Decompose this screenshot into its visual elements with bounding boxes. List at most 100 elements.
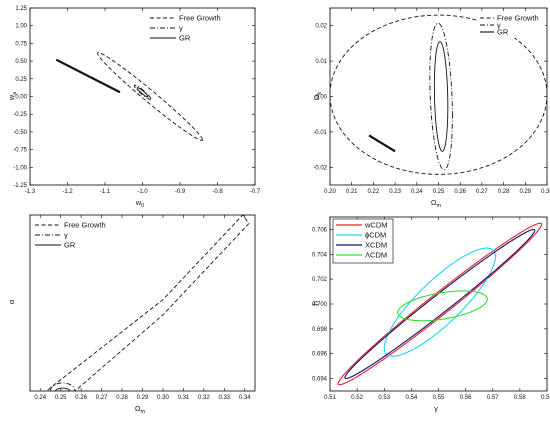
legend-box — [477, 12, 545, 38]
x-tick-label: -0.9 — [175, 189, 186, 195]
y-tick-label: 0.02 — [315, 24, 327, 30]
plot-area — [46, 215, 250, 391]
y-tick-label: 0.700 — [312, 302, 328, 308]
x-tick-label: 0.23 — [389, 189, 401, 195]
legend-label: γ — [179, 24, 183, 33]
plot-area — [330, 14, 547, 175]
degeneracy-line — [55, 58, 121, 94]
x-tick-label: -0.8 — [212, 189, 223, 195]
y-axis-label: wa — [7, 91, 18, 101]
x-tick-label: 0.22 — [368, 189, 380, 195]
x-tick-label: 0.26 — [454, 189, 466, 195]
x-tick-label: 0.31 — [178, 395, 190, 401]
y-tick-label: 0.25 — [15, 77, 27, 83]
contour-cdm-series — [397, 290, 488, 322]
y-axis-label: α — [7, 299, 16, 304]
x-tick-label: -1.1 — [100, 189, 111, 195]
x-tick-label: 0.53 — [378, 395, 390, 401]
contour-freegrowth-series — [97, 52, 203, 141]
contour-gr-series — [136, 87, 149, 98]
y-tick-label: 0.01 — [315, 59, 327, 65]
x-tick-label: 0.57 — [487, 395, 499, 401]
panel-omegam-omegak: 0.20 0.21 0.22 0.23 0.24 0.25 0.26 0.27 0.28 0.29… — [312, 7, 550, 209]
y-tick-label: 0.00 — [15, 95, 27, 101]
y-tick-label: -0.25 — [13, 112, 27, 118]
x-axis-label: γ — [434, 404, 438, 413]
y-tick-label: 0.694 — [312, 377, 328, 383]
contour--series — [133, 84, 152, 100]
x-tick-label: 0.55 — [433, 395, 445, 401]
contour--series — [50, 382, 76, 391]
legend-label: γ — [64, 231, 68, 240]
x-tick-label: 0.32 — [198, 395, 210, 401]
y-tick-label: 0.698 — [312, 327, 328, 333]
x-tick-label: 0.25 — [55, 395, 67, 401]
legend-label: ϕCDM — [365, 231, 386, 240]
x-tick-label: 0.24 — [411, 189, 423, 195]
legend-label: GR — [497, 28, 509, 37]
y-tick-label: 0.696 — [312, 352, 328, 358]
legend-label: ΛCDM — [365, 251, 387, 260]
legend-label: GR — [64, 241, 76, 250]
x-tick-label: 0.58 — [514, 395, 526, 401]
x-tick-label: 0.30 — [157, 395, 169, 401]
x-tick-label: 0.33 — [218, 395, 230, 401]
x-tick-label: 0.52 — [351, 395, 363, 401]
y-tick-label: 0.702 — [312, 277, 328, 283]
x-tick-label: 0.59 — [541, 395, 550, 401]
x-tick-label: 0.56 — [460, 395, 472, 401]
legend-label: wCDM — [364, 221, 388, 230]
y-tick-label: 0.704 — [312, 252, 328, 258]
contour-gr-series — [433, 41, 449, 152]
panel-omegam-alpha: 0.24 0.25 0.26 0.27 0.28 0.29 0.30 0.31 0.32 0.33… — [7, 214, 256, 415]
x-tick-label: 0.27 — [96, 395, 108, 401]
x-axis-label: Ωm — [431, 198, 442, 209]
x-tick-label: 0.28 — [116, 395, 128, 401]
y-tick-label: -0.75 — [13, 148, 27, 154]
x-tick-label: 0.54 — [406, 395, 418, 401]
plot-area — [337, 222, 543, 386]
x-tick-label: 0.34 — [239, 395, 251, 401]
contour-gr-series — [55, 387, 71, 391]
y-axis-label: Ωk — [312, 92, 323, 101]
x-axis-label: w0 — [135, 198, 144, 209]
y-tick-label: -0.01 — [313, 130, 327, 136]
y-tick-label: 0.00 — [315, 95, 327, 101]
legend-label: Free Growth — [64, 221, 106, 230]
contour-cdm-series — [383, 247, 497, 357]
legend-label: GR — [179, 34, 191, 43]
legend-label: Free Growth — [497, 14, 539, 23]
y-tick-label: 0.75 — [15, 41, 27, 47]
contour-freegrowth-series — [46, 215, 250, 391]
contour-wcdm-series — [337, 222, 543, 386]
x-tick-label: 0.25 — [433, 189, 445, 195]
y-tick-label: -0.50 — [13, 130, 27, 136]
y-tick-label: 1.25 — [15, 6, 27, 12]
y-axis-label: h — [311, 301, 320, 305]
x-tick-label: 0.21 — [346, 189, 358, 195]
panel-gamma-h: 0.51 0.52 0.53 0.54 0.55 0.56 0.57 0.58 0.59 0.70… — [311, 216, 550, 413]
legend-label: Free Growth — [179, 14, 221, 23]
contour-xcdm-series — [344, 228, 536, 380]
panel-w0-wa: -1.3 -1.2 -1.1 -1.0 -0.9 -0.8 -0.7 1.25 1.00 0.75… — [7, 6, 261, 209]
x-axis-label: Ωm — [135, 404, 146, 415]
x-tick-label: 0.30 — [541, 189, 550, 195]
x-tick-label: -0.7 — [250, 189, 261, 195]
y-tick-label: 1.00 — [15, 24, 27, 30]
x-tick-label: -1.0 — [137, 189, 148, 195]
legend-label: γ — [497, 21, 501, 30]
x-tick-label: -1.2 — [62, 189, 73, 195]
degeneracy-line — [368, 134, 396, 153]
x-tick-label: 0.51 — [324, 395, 336, 401]
y-tick-label: -1.25 — [13, 183, 27, 189]
x-tick-label: 0.28 — [498, 189, 510, 195]
x-tick-label: -1.3 — [25, 189, 36, 195]
contour--series — [429, 22, 453, 171]
y-tick-label: 0.706 — [312, 227, 328, 233]
legend-label: XCDM — [365, 241, 387, 250]
x-tick-label: 0.26 — [75, 395, 87, 401]
legend-box — [332, 218, 394, 264]
y-tick-label: -0.02 — [313, 165, 327, 171]
contour-freegrowth-series — [330, 14, 547, 175]
